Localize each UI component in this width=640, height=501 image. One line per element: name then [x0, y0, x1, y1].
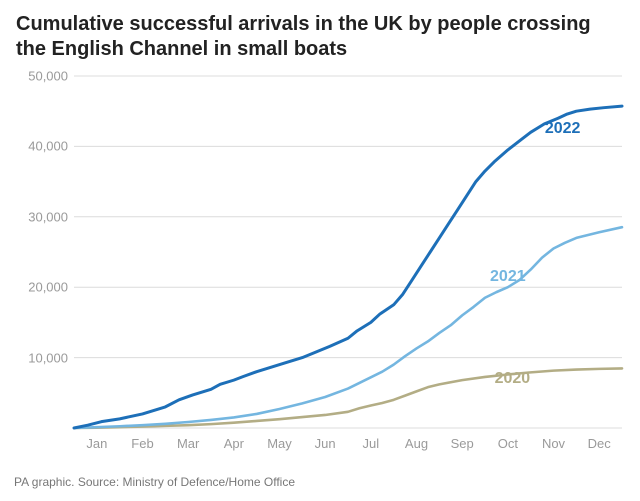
- chart-title: Cumulative successful arrivals in the UK…: [16, 12, 620, 62]
- series-line-2022: [74, 106, 622, 428]
- pa-graphic: Cumulative successful arrivals in the UK…: [0, 0, 640, 501]
- y-tick-label: 40,000: [28, 139, 74, 154]
- source-footer: PA graphic. Source: Ministry of Defence/…: [14, 475, 295, 489]
- series-label-2021: 2021: [490, 268, 526, 286]
- x-tick-label: Dec: [588, 428, 611, 451]
- y-tick-label: 10,000: [28, 350, 74, 365]
- x-tick-label: Feb: [131, 428, 153, 451]
- y-tick-label: 50,000: [28, 69, 74, 84]
- x-tick-label: Sep: [451, 428, 474, 451]
- x-tick-label: Apr: [224, 428, 244, 451]
- chart-plot-area: 10,00020,00030,00040,00050,000JanFebMarA…: [74, 76, 622, 428]
- x-tick-label: Jan: [86, 428, 107, 451]
- x-tick-label: Jul: [363, 428, 380, 451]
- x-tick-label: Jun: [315, 428, 336, 451]
- x-tick-label: Oct: [498, 428, 518, 451]
- x-tick-label: Nov: [542, 428, 565, 451]
- y-tick-label: 30,000: [28, 209, 74, 224]
- series-label-2022: 2022: [545, 120, 581, 138]
- series-line-2021: [74, 227, 622, 428]
- series-label-2020: 2020: [495, 370, 531, 388]
- chart-svg: [74, 76, 622, 428]
- series-line-2020: [74, 368, 622, 428]
- x-tick-label: Aug: [405, 428, 428, 451]
- y-tick-label: 20,000: [28, 280, 74, 295]
- x-tick-label: Mar: [177, 428, 199, 451]
- x-tick-label: May: [267, 428, 292, 451]
